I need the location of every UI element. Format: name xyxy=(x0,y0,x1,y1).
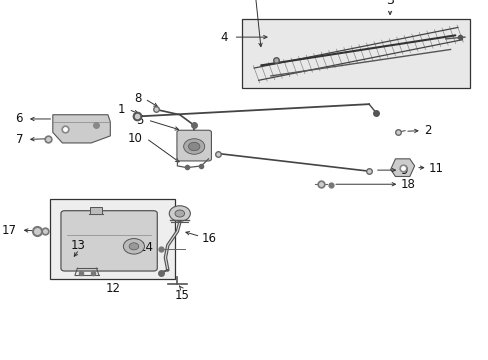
Polygon shape xyxy=(53,115,110,143)
Text: 3: 3 xyxy=(386,0,393,7)
Text: 13: 13 xyxy=(70,239,85,252)
Bar xyxy=(90,207,102,213)
Text: 12: 12 xyxy=(105,282,120,295)
Circle shape xyxy=(129,243,139,250)
Text: 18: 18 xyxy=(399,178,414,191)
FancyBboxPatch shape xyxy=(61,211,157,271)
Circle shape xyxy=(175,210,184,217)
Text: 6: 6 xyxy=(16,112,23,126)
Circle shape xyxy=(188,142,200,151)
Circle shape xyxy=(169,206,190,221)
Text: 9: 9 xyxy=(399,164,407,177)
Bar xyxy=(242,19,469,88)
FancyBboxPatch shape xyxy=(177,130,211,161)
Text: 4: 4 xyxy=(220,31,227,44)
Text: 1: 1 xyxy=(117,103,124,116)
Polygon shape xyxy=(390,159,414,176)
Text: 11: 11 xyxy=(428,162,443,175)
Text: 7: 7 xyxy=(16,133,23,146)
Circle shape xyxy=(183,139,204,154)
Text: 15: 15 xyxy=(174,289,189,302)
Text: 2: 2 xyxy=(424,124,431,137)
Text: 14: 14 xyxy=(139,240,154,253)
Circle shape xyxy=(123,239,144,254)
Text: 5: 5 xyxy=(136,113,143,126)
Text: 16: 16 xyxy=(201,232,216,245)
Bar xyxy=(50,199,175,279)
Text: 10: 10 xyxy=(128,132,142,145)
Text: 17: 17 xyxy=(2,224,17,237)
Text: 8: 8 xyxy=(134,93,141,105)
